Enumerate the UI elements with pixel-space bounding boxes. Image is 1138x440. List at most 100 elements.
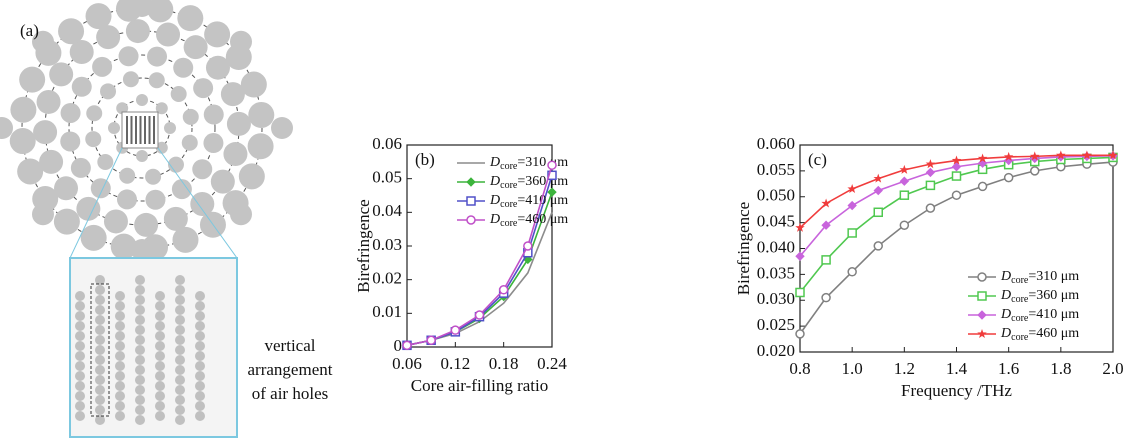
air-hole xyxy=(210,169,235,194)
air-hole xyxy=(229,30,252,53)
air-hole xyxy=(195,311,205,321)
y-tick-label: 0.055 xyxy=(757,160,795,179)
air-hole xyxy=(195,331,205,341)
air-hole xyxy=(95,285,105,295)
air-hole xyxy=(175,375,185,385)
y-tick-label: 0.02 xyxy=(372,269,402,288)
legend-marker xyxy=(466,196,476,206)
air-hole xyxy=(135,285,145,295)
air-hole xyxy=(135,355,145,365)
air-hole xyxy=(115,301,125,311)
air-hole xyxy=(95,395,105,405)
marker xyxy=(547,170,557,181)
air-hole xyxy=(136,94,148,106)
air-hole xyxy=(90,178,111,199)
air-hole xyxy=(75,341,85,351)
air-hole xyxy=(53,208,80,235)
legend-marker xyxy=(466,215,476,225)
air-hole xyxy=(32,30,55,53)
legend-marker xyxy=(977,310,987,320)
air-hole xyxy=(75,361,85,371)
air-hole xyxy=(135,395,145,405)
air-hole xyxy=(115,351,125,361)
air-hole xyxy=(136,150,148,162)
legend-label: Dcore=410 μm xyxy=(489,193,568,210)
air-hole xyxy=(195,381,205,391)
marker xyxy=(821,198,831,208)
x-axis-label: Frequency /THz xyxy=(901,381,1012,400)
air-hole xyxy=(164,122,176,134)
air-hole xyxy=(271,117,293,139)
marker xyxy=(1108,150,1118,160)
air-hole xyxy=(119,167,136,184)
air-hole xyxy=(175,345,185,355)
air-hole xyxy=(110,233,137,260)
air-hole xyxy=(175,405,185,415)
y-tick-label: 0.01 xyxy=(372,302,402,321)
air-hole xyxy=(223,142,248,167)
air-hole xyxy=(95,295,105,305)
marker xyxy=(977,181,988,192)
fiber-diagram xyxy=(0,0,293,438)
air-hole xyxy=(115,411,125,421)
air-hole xyxy=(175,385,185,395)
air-hole xyxy=(135,295,145,305)
air-hole xyxy=(229,203,252,226)
air-hole xyxy=(95,375,105,385)
air-hole xyxy=(155,361,165,371)
air-hole xyxy=(134,212,159,237)
air-hole xyxy=(19,66,46,93)
ring-guide xyxy=(91,77,193,179)
marker xyxy=(795,251,805,261)
marker xyxy=(450,325,461,335)
air-hole xyxy=(155,311,165,321)
air-hole xyxy=(175,305,185,315)
air-hole xyxy=(95,315,105,325)
air-hole xyxy=(9,128,36,155)
marker xyxy=(951,155,962,165)
air-hole xyxy=(155,371,165,381)
air-hole xyxy=(190,191,215,216)
legend-label: Dcore=460 μm xyxy=(1000,326,1079,343)
air-hole xyxy=(175,415,185,425)
x-tick-label: 2.0 xyxy=(1102,359,1123,378)
air-hole xyxy=(32,203,55,226)
air-hole xyxy=(195,361,205,371)
y-tick-label: 0.05 xyxy=(372,168,402,187)
air-hole xyxy=(192,159,213,180)
marker xyxy=(847,267,857,277)
marker xyxy=(899,190,910,200)
air-hole xyxy=(116,102,129,115)
air-hole xyxy=(39,149,64,174)
air-hole xyxy=(193,78,214,99)
air-hole xyxy=(95,415,105,425)
air-hole xyxy=(103,209,128,234)
x-tick-label: 1.2 xyxy=(894,359,915,378)
marker xyxy=(873,173,884,183)
marker xyxy=(1003,151,1014,161)
y-axis-label: Birefringence xyxy=(734,202,753,295)
air-hole xyxy=(75,401,85,411)
x-tick-label: 1.0 xyxy=(842,359,863,378)
marker xyxy=(977,153,988,163)
air-hole xyxy=(122,71,139,88)
marker xyxy=(1082,150,1092,160)
air-hole xyxy=(131,239,153,261)
air-hole xyxy=(95,355,105,365)
air-hole xyxy=(155,291,165,301)
air-hole xyxy=(115,321,125,331)
air-hole xyxy=(155,411,165,421)
y-axis-label: Birefringence xyxy=(354,199,373,292)
air-hole xyxy=(115,311,125,321)
air-hole xyxy=(131,0,153,17)
air-hole xyxy=(203,133,224,154)
marker xyxy=(1056,150,1066,160)
air-hole xyxy=(135,325,145,335)
air-hole xyxy=(60,102,81,123)
air-hole xyxy=(135,385,145,395)
air-hole xyxy=(240,71,267,98)
air-hole xyxy=(155,351,165,361)
air-hole xyxy=(238,163,265,190)
caption: arrangement xyxy=(248,360,333,379)
air-hole xyxy=(49,62,74,87)
